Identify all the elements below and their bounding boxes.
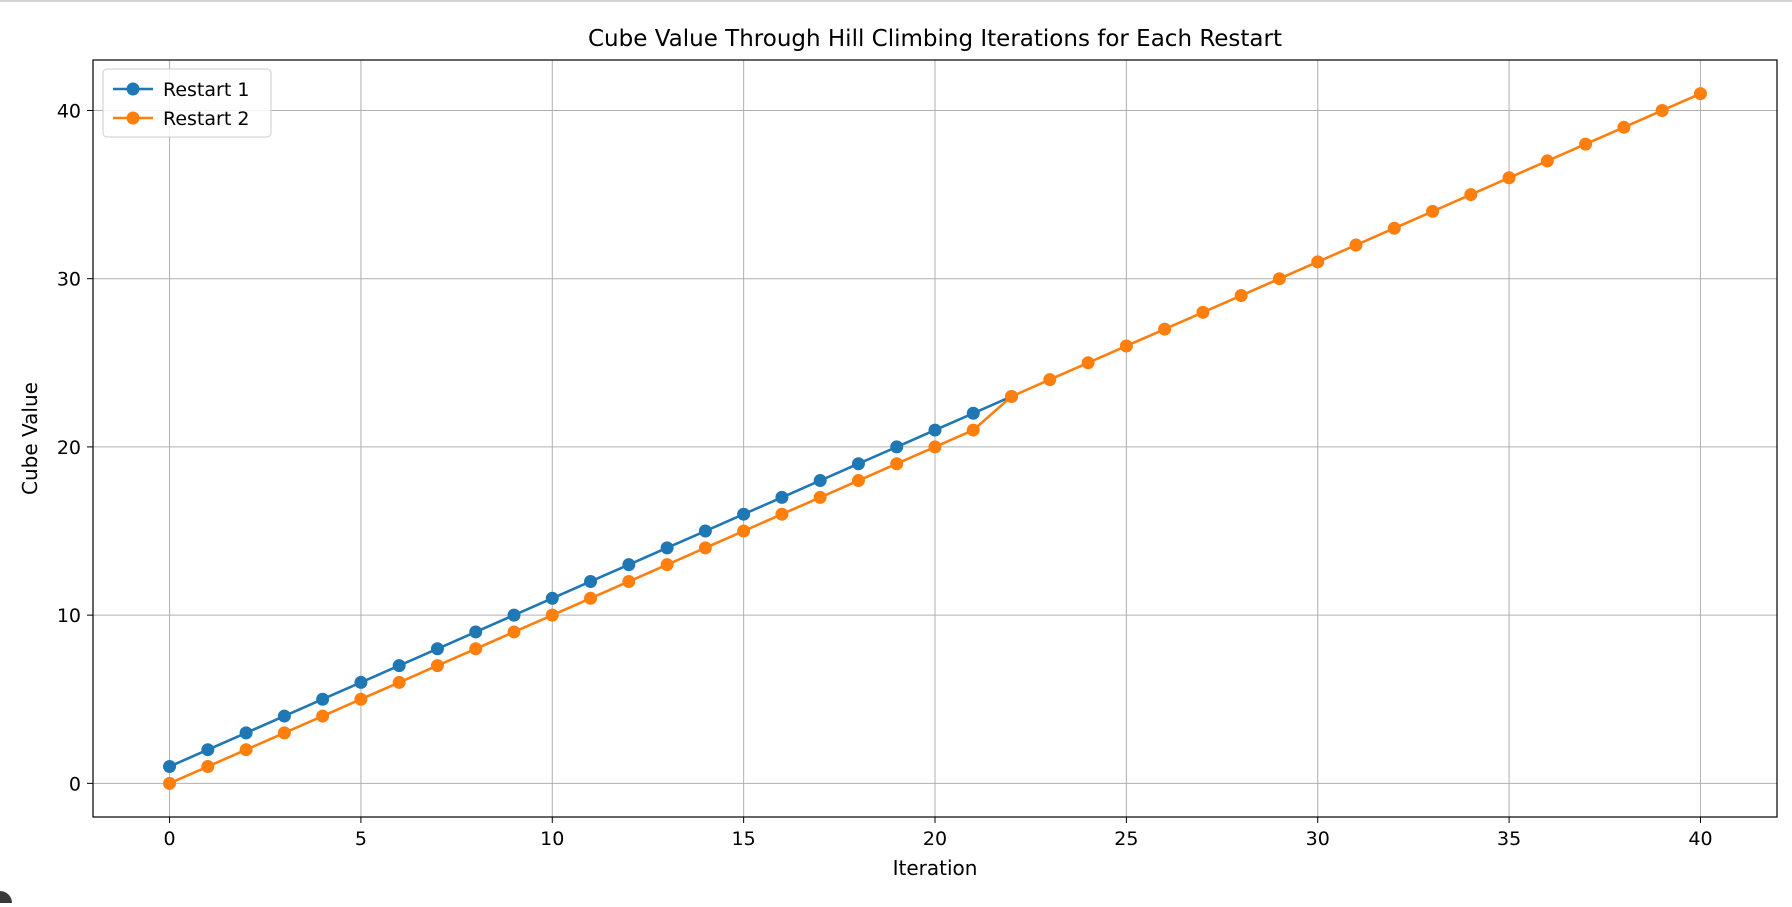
data-point	[1503, 171, 1516, 184]
data-point	[1120, 339, 1133, 352]
data-point	[1426, 205, 1439, 218]
data-point	[278, 710, 291, 723]
data-point	[737, 525, 750, 538]
data-point	[431, 659, 444, 672]
x-tick-label: 0	[163, 828, 175, 850]
y-tick-label: 10	[57, 605, 81, 627]
y-tick-label: 0	[69, 773, 81, 795]
data-point	[890, 457, 903, 470]
data-point	[890, 440, 903, 453]
data-point	[393, 676, 406, 689]
legend-label: Restart 2	[163, 108, 249, 130]
data-point	[1617, 121, 1630, 134]
data-point	[240, 726, 253, 739]
data-point	[163, 760, 176, 773]
data-point	[278, 726, 291, 739]
data-point	[775, 508, 788, 521]
data-point	[354, 693, 367, 706]
data-point	[1350, 239, 1363, 252]
axis-ticks: 0 5 10 15 20 25 30 35 40 0 10 20 30 40	[57, 100, 1713, 850]
data-point	[1656, 104, 1669, 117]
data-point	[699, 541, 712, 554]
data-point	[775, 491, 788, 504]
x-axis-label: Iteration	[893, 856, 978, 880]
y-tick-label: 40	[57, 100, 81, 122]
data-point	[1541, 154, 1554, 167]
data-point	[1005, 390, 1018, 403]
data-point	[1311, 255, 1324, 268]
data-point	[1388, 222, 1401, 235]
data-point	[354, 676, 367, 689]
data-point	[814, 491, 827, 504]
data-point	[1694, 87, 1707, 100]
data-point	[469, 625, 482, 638]
data-point	[508, 609, 521, 622]
data-point	[622, 558, 635, 571]
data-point	[661, 558, 674, 571]
data-point	[1158, 323, 1171, 336]
data-point	[316, 693, 329, 706]
data-point	[431, 642, 444, 655]
data-point	[967, 424, 980, 437]
data-point	[508, 625, 521, 638]
data-point	[1235, 289, 1248, 302]
data-point	[622, 575, 635, 588]
data-point	[546, 609, 559, 622]
x-tick-label: 10	[540, 828, 564, 850]
data-point	[1273, 272, 1286, 285]
x-tick-label: 15	[732, 828, 756, 850]
data-point	[1043, 373, 1056, 386]
x-tick-label: 5	[355, 828, 367, 850]
data-point	[201, 760, 214, 773]
data-point	[546, 592, 559, 605]
data-point	[661, 541, 674, 554]
data-point	[814, 474, 827, 487]
y-axis-label: Cube Value	[18, 382, 42, 495]
data-point	[1579, 138, 1592, 151]
x-tick-label: 30	[1306, 828, 1330, 850]
y-tick-label: 20	[57, 437, 81, 459]
data-point	[852, 474, 865, 487]
x-tick-label: 20	[923, 828, 947, 850]
data-point	[163, 777, 176, 790]
data-point	[469, 642, 482, 655]
chart-title: Cube Value Through Hill Climbing Iterati…	[588, 26, 1282, 52]
x-tick-label: 25	[1114, 828, 1138, 850]
legend-marker	[127, 83, 140, 96]
data-point	[967, 407, 980, 420]
legend: Restart 1 Restart 2	[103, 69, 271, 137]
x-tick-label: 40	[1688, 828, 1712, 850]
data-point	[1196, 306, 1209, 319]
data-point	[584, 575, 597, 588]
grid-lines	[93, 60, 1777, 817]
data-point	[201, 743, 214, 756]
data-point	[316, 710, 329, 723]
legend-marker	[127, 112, 140, 125]
y-tick-label: 30	[57, 269, 81, 291]
x-tick-label: 35	[1497, 828, 1521, 850]
data-point	[699, 525, 712, 538]
data-point	[584, 592, 597, 605]
data-point	[852, 457, 865, 470]
data-point	[393, 659, 406, 672]
legend-label: Restart 1	[163, 79, 249, 101]
data-point	[929, 440, 942, 453]
data-point	[240, 743, 253, 756]
data-point	[1464, 188, 1477, 201]
data-point	[929, 424, 942, 437]
data-point	[1082, 356, 1095, 369]
data-point	[737, 508, 750, 521]
